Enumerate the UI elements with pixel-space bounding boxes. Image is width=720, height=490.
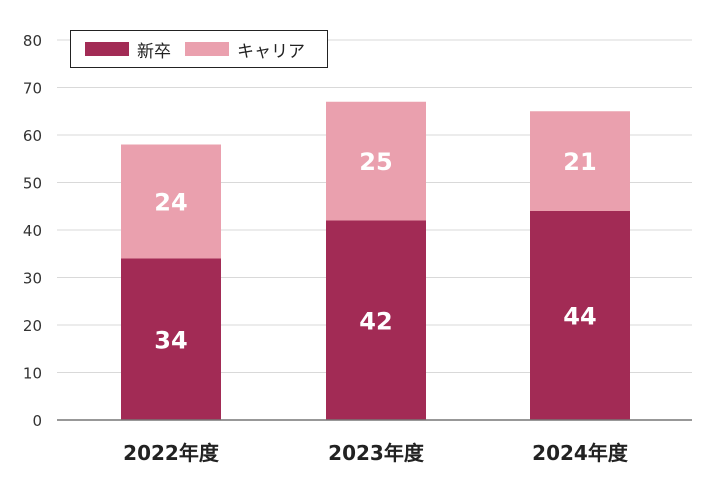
legend-label-shinsotsu: 新卒: [137, 41, 171, 62]
y-tick-label: 80: [23, 32, 42, 50]
legend-item-shinsotsu: 新卒: [85, 37, 171, 62]
bar-segment: [121, 144, 221, 259]
y-axis-ticks: 0 10 20 30 40 50 60 70 80: [23, 32, 42, 430]
y-tick-label: 70: [23, 80, 42, 98]
data-label: 34: [154, 326, 187, 354]
bar-segment: [326, 220, 426, 420]
data-label: 24: [154, 189, 187, 217]
data-label: 44: [563, 303, 596, 331]
x-tick-label: 2024年度: [532, 441, 629, 465]
data-labels: 34 24 42 25 44 21: [154, 148, 596, 354]
data-label: 25: [359, 148, 392, 176]
y-tick-label: 50: [23, 175, 42, 193]
bar-segment: [121, 258, 221, 420]
bar-segment: [326, 101, 426, 221]
x-tick-label: 2023年度: [328, 441, 425, 465]
data-label: 42: [359, 307, 392, 335]
bar-segment: [530, 111, 630, 211]
y-tick-label: 60: [23, 127, 42, 145]
y-tick-label: 20: [23, 317, 42, 335]
y-tick-label: 30: [23, 270, 42, 288]
legend: 新卒 キャリア: [70, 30, 328, 68]
x-axis-ticks: 2022年度 2023年度 2024年度: [123, 441, 629, 465]
x-tick-label: 2022年度: [123, 441, 220, 465]
legend-swatch-shinsotsu: [85, 42, 129, 56]
y-tick-label: 10: [23, 365, 42, 383]
legend-item-career: キャリア: [185, 37, 305, 62]
bars: [121, 101, 630, 420]
y-tick-label: 40: [23, 222, 42, 240]
legend-label-career: キャリア: [237, 41, 305, 62]
legend-swatch-career: [185, 42, 229, 56]
y-tick-label: 0: [32, 412, 42, 430]
bar-segment: [530, 211, 630, 420]
data-label: 21: [563, 148, 596, 176]
